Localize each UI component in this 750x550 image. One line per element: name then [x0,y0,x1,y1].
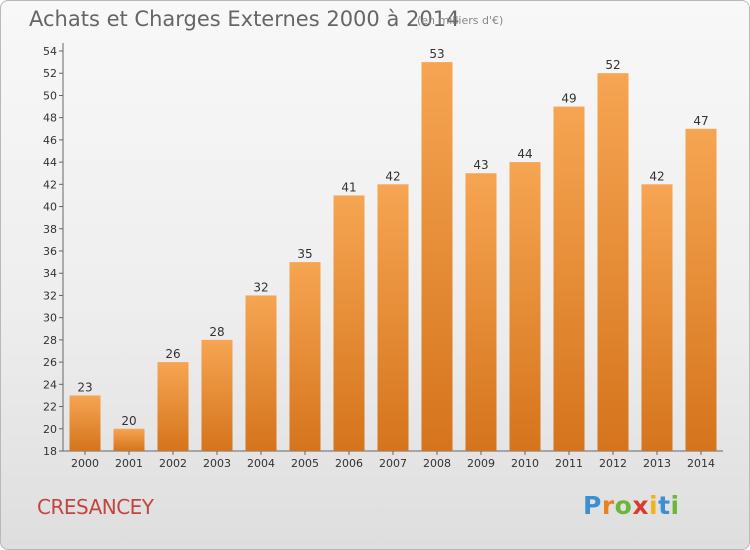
x-tick-label: 2002 [159,457,187,470]
y-tick-label: 20 [43,423,57,436]
y-tick-label: 54 [43,45,57,58]
logo-letter: x [632,491,649,520]
logo-letter: o [614,491,633,520]
x-tick-label: 2009 [467,457,495,470]
x-tick-label: 2007 [379,457,407,470]
bar [509,162,541,451]
data-label: 41 [341,180,356,194]
y-tick-label: 36 [43,245,57,258]
x-tick-label: 2001 [115,457,143,470]
x-tick-label: 2011 [555,457,583,470]
bar [597,73,629,451]
y-tick-label: 40 [43,201,57,214]
x-tick-label: 2012 [599,457,627,470]
data-label: 23 [77,380,92,394]
y-tick-label: 30 [43,312,57,325]
y-tick-label: 46 [43,134,57,147]
data-label: 42 [385,169,400,183]
y-tick-label: 52 [43,67,57,80]
bar [685,128,717,451]
y-tick-label: 24 [43,378,57,391]
y-tick-label: 48 [43,112,57,125]
data-label: 28 [209,325,224,339]
bar [289,262,321,451]
data-label: 52 [605,58,620,72]
bar [333,195,365,451]
logo-letter: r [601,491,615,520]
y-tick-label: 38 [43,223,57,236]
data-label: 49 [561,92,576,106]
bar [465,173,497,451]
data-label: 47 [693,114,708,128]
y-tick-label: 26 [43,356,57,369]
y-tick-label: 28 [43,334,57,347]
place-name: CRESANCEY [37,495,154,519]
x-tick-label: 2004 [247,457,275,470]
bar [641,184,673,452]
x-tick-label: 2000 [71,457,99,470]
x-tick-label: 2006 [335,457,363,470]
y-tick-label: 34 [43,267,57,280]
x-tick-label: 2003 [203,457,231,470]
data-label: 43 [473,158,488,172]
bar [377,184,409,452]
data-label: 32 [253,280,268,294]
logo-letter: i [670,491,680,520]
data-label: 42 [649,169,664,183]
bar [157,362,189,451]
bar [69,395,101,451]
logo-letter: t [658,491,671,520]
bar [421,62,453,451]
x-tick-label: 2005 [291,457,319,470]
bar [245,295,277,451]
data-label: 35 [297,247,312,261]
data-label: 20 [121,414,136,428]
x-tick-label: 2014 [687,457,715,470]
bar [201,339,233,451]
data-label: 44 [517,147,532,161]
chart-title: Achats et Charges Externes 2000 à 2014 [29,7,460,31]
x-tick-label: 2013 [643,457,671,470]
data-label: 53 [429,47,444,61]
chart-subtitle: (en milliers d'€) [417,14,504,27]
bar [113,428,145,451]
data-label: 26 [165,347,180,361]
y-tick-label: 42 [43,178,57,191]
y-tick-label: 50 [43,89,57,102]
proxiti-logo: Proxiti [583,491,680,520]
x-tick-label: 2008 [423,457,451,470]
x-tick-label: 2010 [511,457,539,470]
y-tick-label: 32 [43,289,57,302]
logo-letter: i [649,491,659,520]
y-tick-label: 44 [43,156,57,169]
logo-letter: P [583,491,602,520]
bar [553,106,585,452]
y-tick-label: 22 [43,401,57,414]
y-tick-label: 18 [43,445,57,458]
